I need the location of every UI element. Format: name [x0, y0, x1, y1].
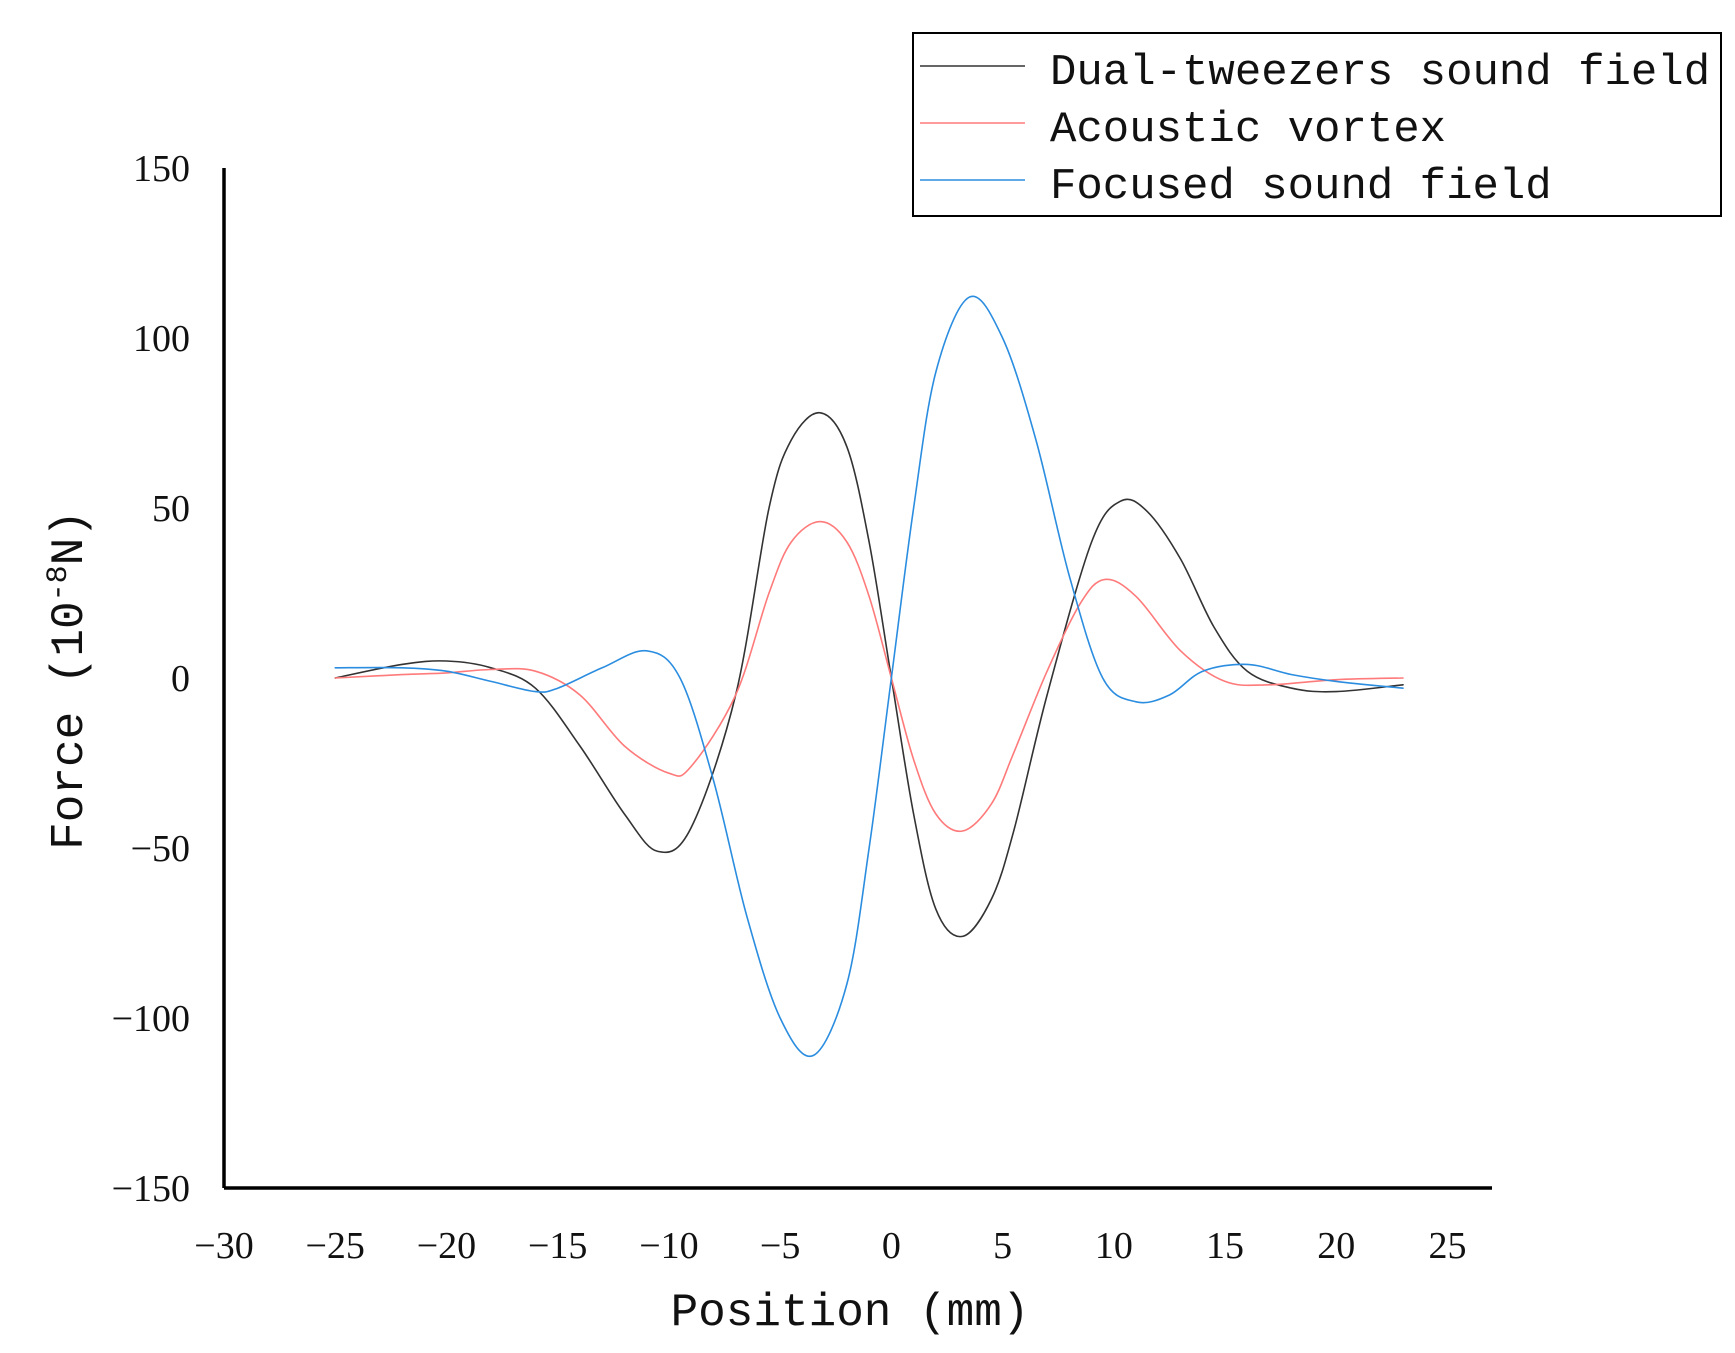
series-group — [334, 295, 1404, 1058]
series-line-2 — [334, 520, 1404, 833]
y-tick-label: −50 — [131, 828, 190, 870]
y-tick-label: 150 — [133, 148, 190, 190]
y-axis-title: Force (10-8N) — [42, 510, 96, 850]
x-tick-label: −10 — [639, 1225, 698, 1267]
series-line-3 — [334, 295, 1404, 1058]
x-tick-label: 10 — [1095, 1225, 1133, 1267]
legend-label-2: Acoustic vortex — [1050, 105, 1446, 155]
x-tick-label: −20 — [417, 1225, 476, 1267]
y-tick-label: 0 — [171, 658, 190, 700]
x-tick-label: 15 — [1206, 1225, 1244, 1267]
legend-label-1: Dual-tweezers sound field — [1050, 48, 1710, 98]
y-axis-title-main: Force (10 — [44, 601, 96, 849]
x-axis: −30 −25 −20 −15 −10 −5 0 5 10 15 20 25 — [194, 1186, 1492, 1267]
x-tick-label: 5 — [993, 1225, 1012, 1267]
y-tick-label: −150 — [112, 1168, 190, 1210]
y-axis-title-end: N) — [44, 510, 96, 565]
series-line-1 — [334, 411, 1404, 938]
y-axis: 150 100 50 0 −50 −100 −150 — [112, 148, 226, 1210]
legend: Dual-tweezers sound field Acoustic vortex… — [912, 32, 1722, 217]
y-tick-label: −100 — [112, 998, 190, 1040]
y-tick-label: 100 — [133, 318, 190, 360]
x-tick-label: 0 — [882, 1225, 901, 1267]
x-tick-label: −30 — [194, 1225, 253, 1267]
y-tick-label: 50 — [152, 488, 190, 530]
x-tick-label: −5 — [760, 1225, 800, 1267]
legend-label-3: Focused sound field — [1050, 162, 1552, 212]
x-tick-label: −25 — [306, 1225, 365, 1267]
x-axis-title: Position (mm) — [671, 1287, 1030, 1339]
legend-box — [912, 32, 1722, 217]
x-tick-label: 25 — [1429, 1225, 1467, 1267]
x-tick-label: −15 — [528, 1225, 587, 1267]
y-axis-title-sup: -8 — [42, 565, 76, 601]
x-tick-label: 20 — [1317, 1225, 1355, 1267]
